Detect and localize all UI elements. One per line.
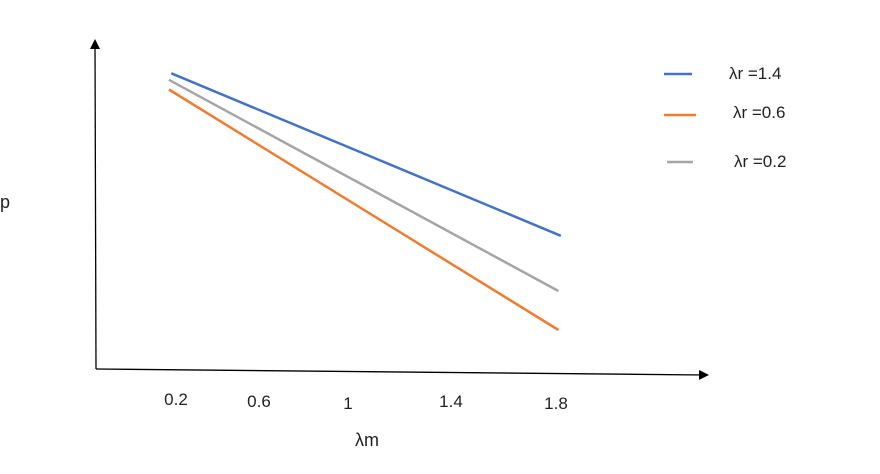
x-axis-label: λm: [355, 430, 379, 450]
series-line-1: [168, 88, 560, 332]
series-line-0: [170, 72, 562, 237]
legend-label: λr =1.4: [729, 64, 781, 83]
x-tick-label: 0.2: [164, 390, 188, 409]
series-line-2: [168, 78, 559, 293]
x-axis: [95, 368, 709, 380]
series-group: [168, 72, 562, 332]
x-tick-label: 1.8: [544, 394, 568, 413]
legend: λr =1.4 λr =0.6 λr =0.2: [664, 64, 786, 171]
x-tick-label: 1: [343, 394, 352, 413]
x-tick-label: 0.6: [247, 392, 271, 411]
y-axis-label: p: [0, 192, 10, 212]
y-axis: [90, 39, 101, 370]
x-tick-label: 1.4: [439, 392, 463, 411]
legend-label: λr =0.2: [734, 152, 786, 171]
legend-label: λr =0.6: [733, 103, 785, 122]
